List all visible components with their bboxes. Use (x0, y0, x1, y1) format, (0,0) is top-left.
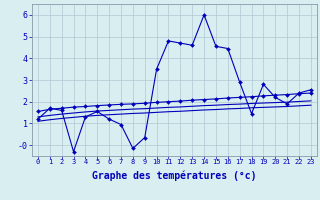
X-axis label: Graphe des températures (°c): Graphe des températures (°c) (92, 170, 257, 181)
